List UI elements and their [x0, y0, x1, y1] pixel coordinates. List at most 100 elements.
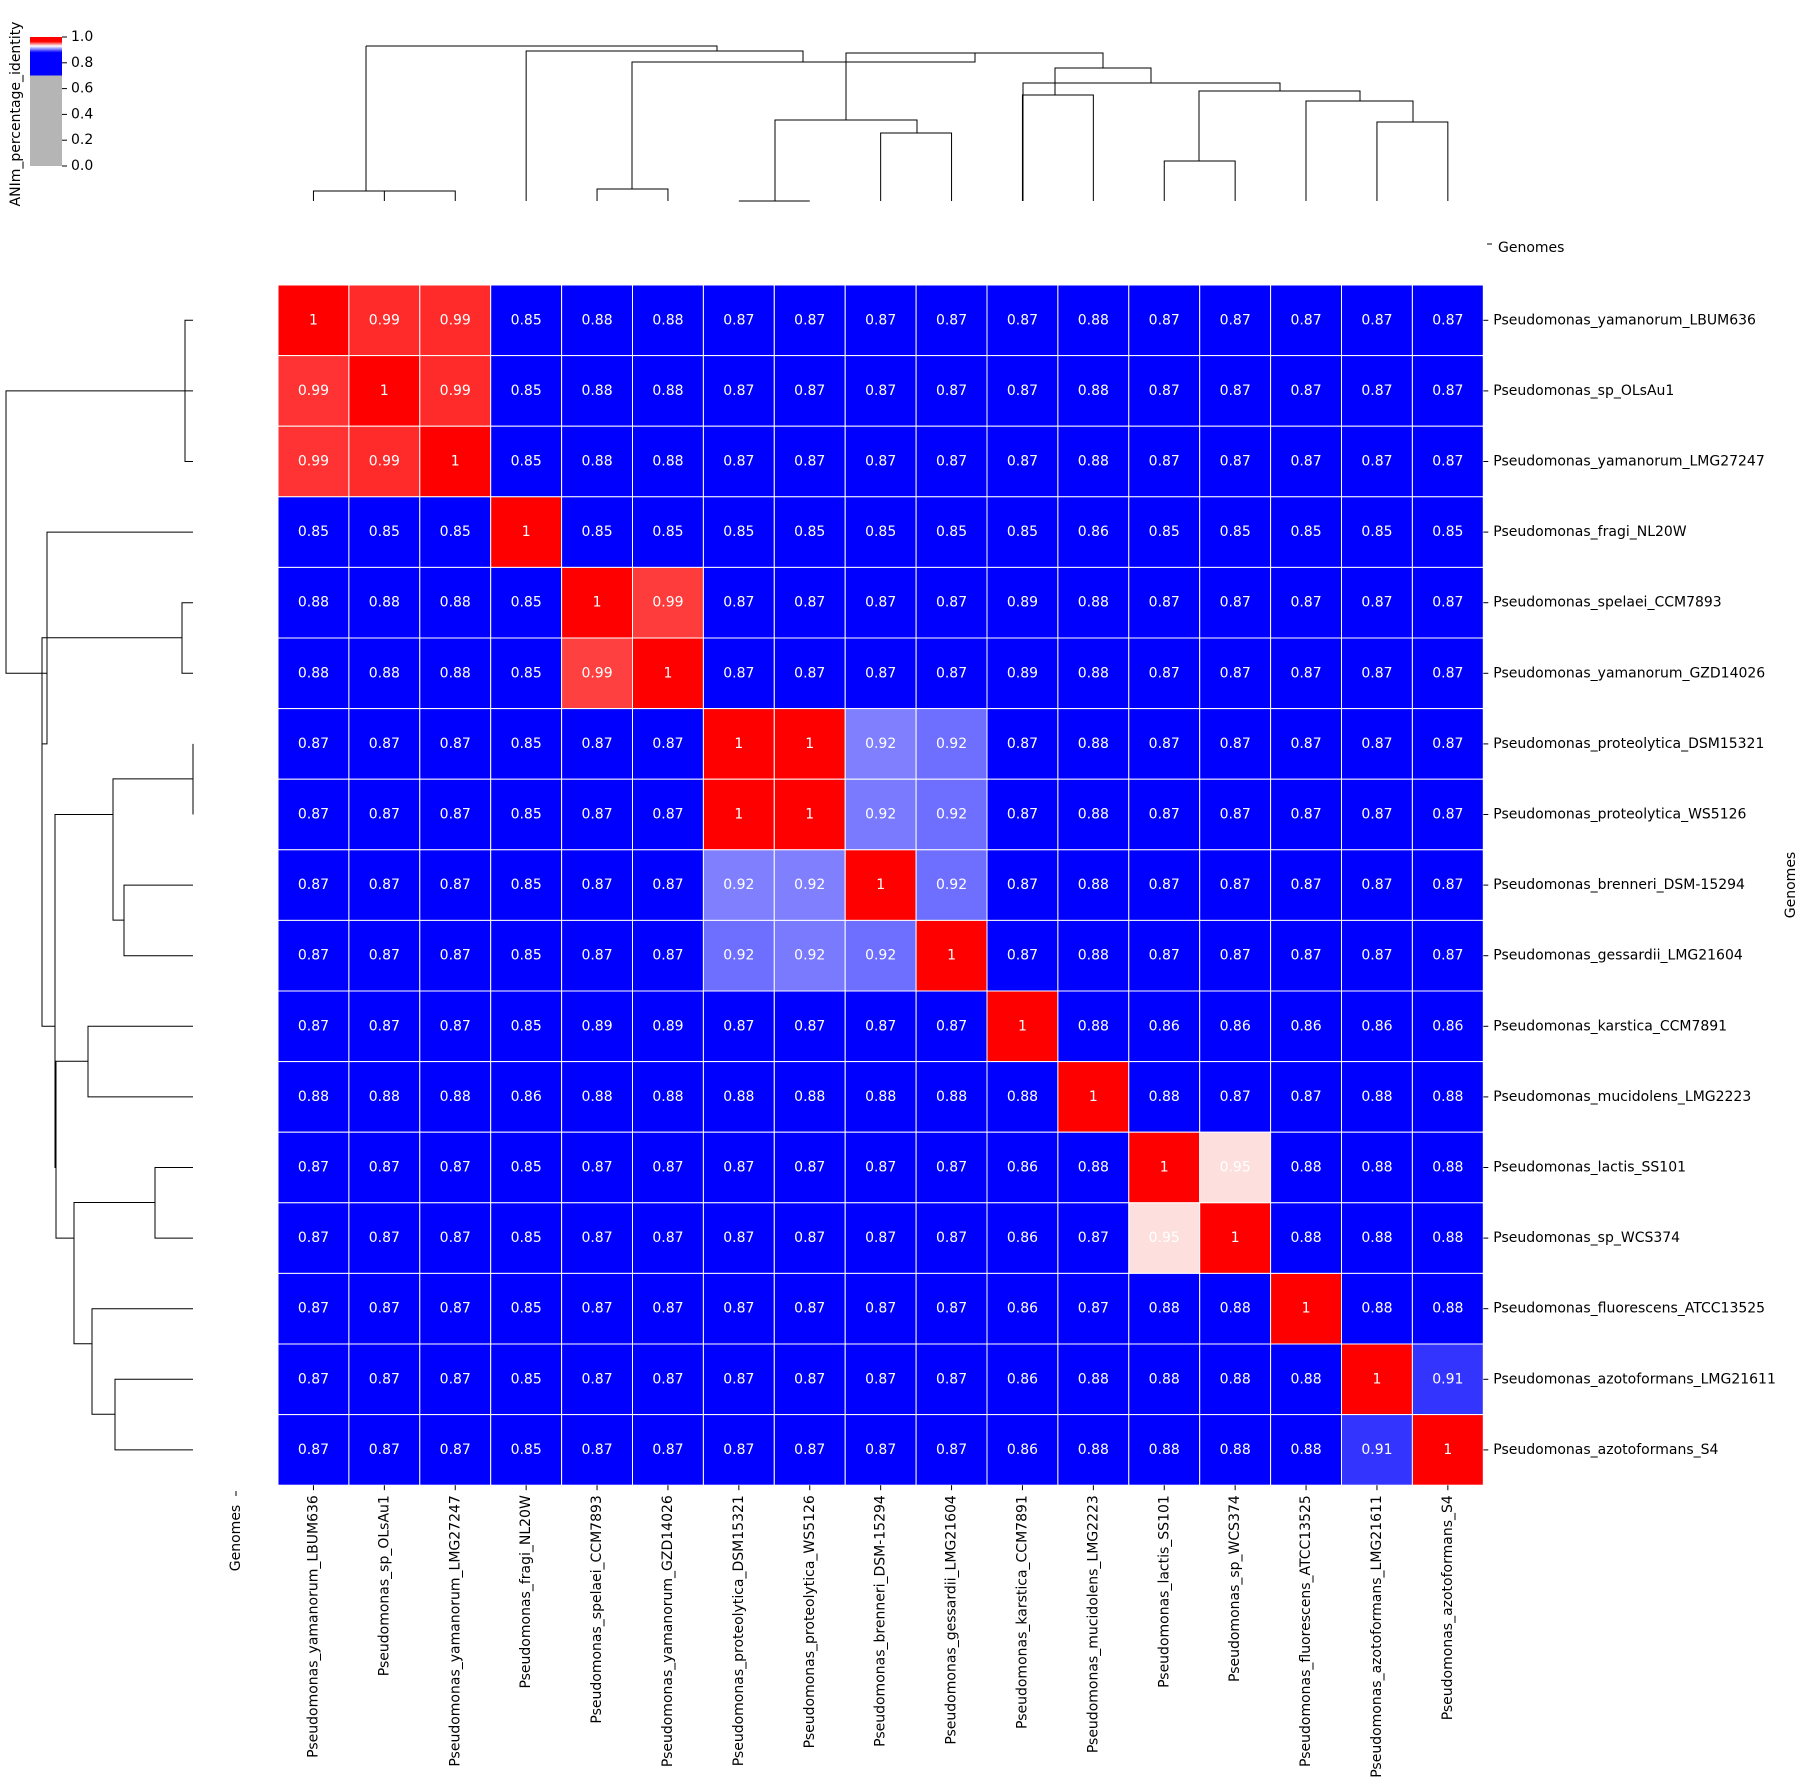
cell-value-label: 0.88: [298, 1089, 329, 1105]
cell-value-label: 0.88: [440, 665, 471, 681]
cell-value-label: 0.88: [1078, 877, 1109, 893]
cell-value-label: 0.87: [1149, 948, 1180, 964]
heatmap-cell: [1270, 425, 1342, 498]
cell-value-label: 0.85: [511, 736, 542, 752]
heatmap-cell: [1270, 284, 1342, 357]
cell-value-label: 0.86: [1361, 1018, 1392, 1034]
cell-value-label: 0.88: [1078, 454, 1109, 470]
heatmap-cell: [702, 990, 775, 1063]
row-tick-label: Pseudomonas_azotoformans_LMG21611: [1493, 1371, 1776, 1387]
heatmap-cell: [632, 637, 704, 710]
cell-value-label: 0.87: [936, 1301, 967, 1317]
cell-value-label: 0.89: [652, 1018, 683, 1034]
heatmap-cell: [844, 496, 917, 568]
heatmap-cell: [1411, 284, 1484, 357]
cell-value-label: 0.86: [1007, 1230, 1038, 1246]
heatmap-cell: [915, 1131, 988, 1204]
cell-value-label: 0.87: [652, 1371, 683, 1387]
cell-value-label: 0.88: [1290, 1230, 1321, 1246]
row-tick-label: Pseudomonas_yamanorum_LMG27247: [1493, 454, 1764, 470]
dendrogram-link: [73, 1202, 155, 1345]
heatmap-cell: [1199, 637, 1272, 710]
cell-value-label: 0.87: [1007, 807, 1038, 823]
heatmap-cell: [277, 355, 350, 427]
heatmap-cell: [277, 1061, 350, 1133]
cell-value-label: 0.87: [298, 736, 329, 752]
heatmap-cell: [915, 1202, 988, 1274]
row-tick-label: Pseudomonas_fluorescens_ATCC13525: [1493, 1301, 1765, 1317]
heatmap-cell: [1128, 1061, 1201, 1133]
cell-value-label: 0.88: [1149, 1089, 1180, 1105]
cell-value-label: 1: [663, 665, 672, 681]
cell-value-label: 0.87: [1432, 454, 1463, 470]
cell-value-label: 0.88: [1432, 1089, 1463, 1105]
heatmap-cell: [986, 919, 1059, 992]
cell-value-label: 0.87: [1361, 454, 1392, 470]
cell-value-label: 0.87: [794, 312, 825, 328]
cell-value-label: 0.87: [1361, 665, 1392, 681]
heatmap-grid: 1 0.99 0.99 0.85 0.88 0.88 0.87 0.87 0.87 0.87 0.8…: [277, 284, 1484, 1486]
column-tick-label: Pseudomonas_lactis_SS101: [1156, 1495, 1172, 1688]
row-tick-label: Pseudomonas_sp_WCS374: [1493, 1230, 1680, 1246]
cell-value-label: 0.85: [652, 524, 683, 540]
column-tick-label: Pseudomonas_yamanorum_GZD14026: [660, 1495, 676, 1767]
cell-value-label: 0.92: [794, 877, 825, 893]
cell-value-label: 0.87: [1361, 383, 1392, 399]
cell-value-label: 0.87: [1432, 312, 1463, 328]
heatmap-cell: [561, 637, 633, 710]
cell-value-label: 0.85: [1220, 524, 1251, 540]
row-tick-label: Pseudomonas_fragi_NL20W: [1493, 524, 1687, 540]
heatmap-cell: [844, 1131, 917, 1204]
row-tick-label: Pseudomonas_brenneri_DSM-15294: [1493, 877, 1745, 893]
heatmap-cell: [702, 1414, 775, 1486]
column-tick-label: Pseudomonas_yamanorum_LBUM636: [305, 1495, 321, 1758]
heatmap-cell: [419, 1061, 492, 1133]
cell-value-label: 0.87: [794, 1230, 825, 1246]
cell-value-label: 0.87: [369, 1230, 400, 1246]
heatmap-cell: [419, 1272, 492, 1345]
cell-value-label: 0.85: [1290, 524, 1321, 540]
heatmap-cell: [419, 990, 492, 1063]
heatmap-cell: [632, 778, 704, 851]
cell-value-label: 0.88: [936, 1089, 967, 1105]
cell-value-label: 0.87: [794, 665, 825, 681]
cell-value-label: 0.87: [936, 1442, 967, 1458]
heatmap-cell: [348, 355, 421, 427]
cell-value-label: 0.99: [369, 312, 400, 328]
cell-value-label: 0.87: [1432, 383, 1463, 399]
dendrogram-link: [1021, 94, 1094, 201]
heatmap-cell: [632, 566, 704, 639]
cell-value-label: 0.87: [1149, 454, 1180, 470]
cell-value-label: 0.87: [865, 665, 896, 681]
heatmap-cell: [632, 1131, 704, 1204]
cell-value-label: 0.87: [723, 1230, 754, 1246]
heatmap-cell: [1341, 1202, 1413, 1274]
heatmap-cell: [1057, 355, 1130, 427]
heatmap-cell: [1128, 1272, 1201, 1345]
heatmap-cell: [986, 1202, 1059, 1274]
heatmap-cell: [1128, 849, 1201, 921]
heatmap-cell: [1411, 355, 1484, 427]
heatmap-cell: [1199, 496, 1272, 568]
cell-value-label: 0.87: [1220, 595, 1251, 611]
heatmap-cell: [844, 708, 917, 780]
dendrogram-link: [596, 188, 669, 201]
cell-value-label: 0.87: [1361, 877, 1392, 893]
cell-value-label: 0.86: [1220, 1018, 1251, 1034]
heatmap-cell: [1057, 637, 1130, 710]
cell-value-label: 0.88: [369, 595, 400, 611]
heatmap-cell: [419, 708, 492, 780]
dendrogram-link: [631, 53, 976, 189]
heatmap-cell: [1270, 566, 1342, 639]
cell-value-label: 0.87: [581, 1371, 612, 1387]
heatmap-cell: [1057, 919, 1130, 992]
cell-value-label: 0.88: [1361, 1160, 1392, 1176]
heatmap-cell: [490, 1061, 563, 1133]
cell-value-label: 0.87: [1432, 736, 1463, 752]
dendrogram-link: [42, 531, 193, 745]
cell-value-label: 0.88: [1078, 1371, 1109, 1387]
heatmap-cell: [1199, 425, 1272, 498]
cell-value-label: 0.86: [1007, 1371, 1038, 1387]
heatmap-cell: [1411, 1061, 1484, 1133]
heatmap-cell: [1057, 708, 1130, 780]
